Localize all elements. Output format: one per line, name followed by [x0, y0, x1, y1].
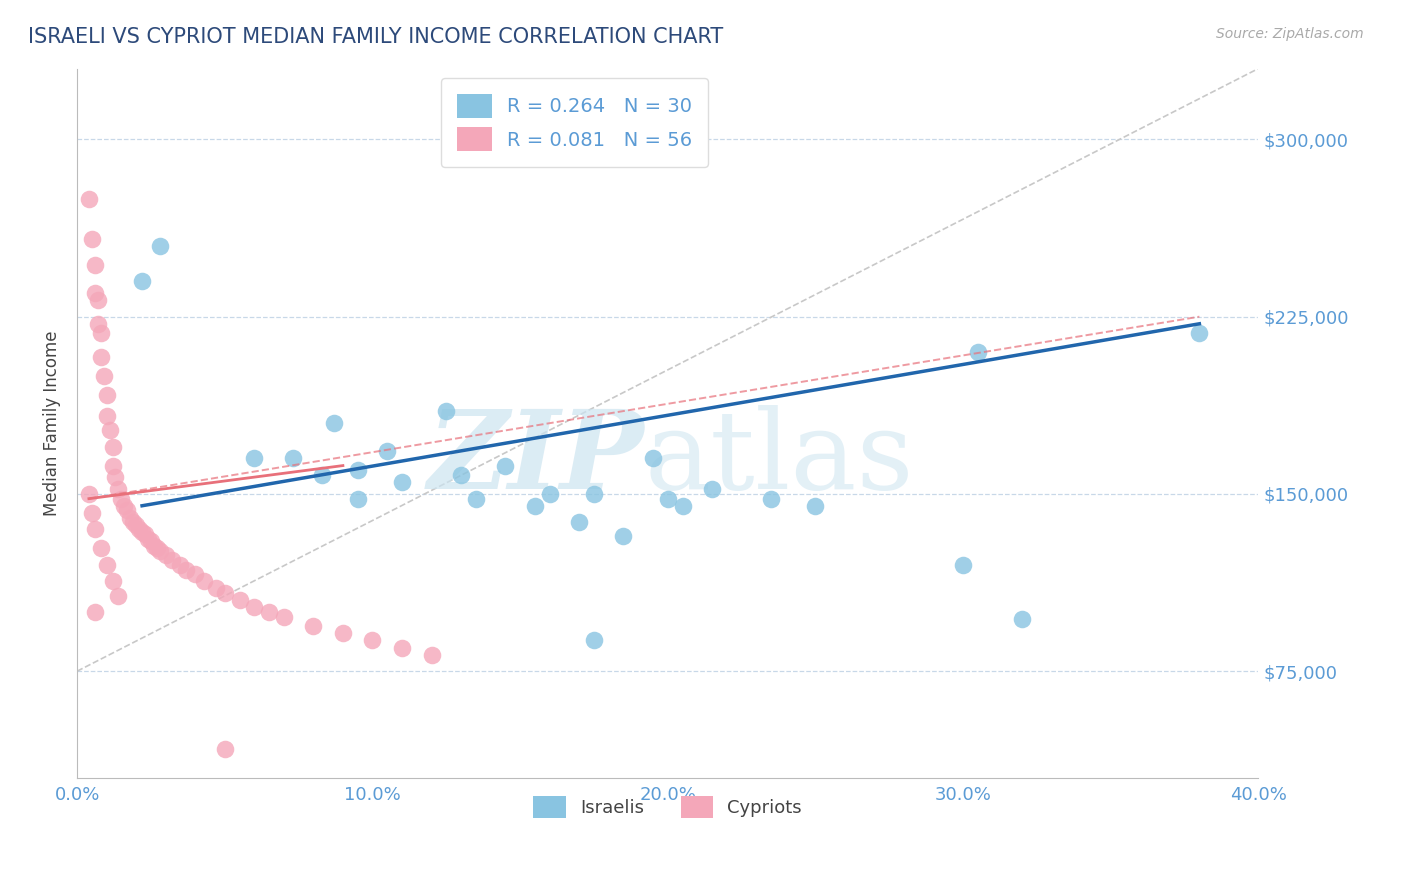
Point [128, 522, 150, 536]
Text: atlas: atlas [644, 405, 914, 512]
Point [1011, 612, 1033, 626]
Point [83, 605, 105, 619]
Point [131, 524, 153, 539]
Point [136, 532, 159, 546]
Point [87, 293, 110, 307]
Point [77, 192, 100, 206]
Point [523, 499, 546, 513]
Point [759, 491, 782, 506]
Point [464, 491, 486, 506]
Point [142, 539, 165, 553]
Point [582, 487, 605, 501]
Point [568, 516, 591, 530]
Point [228, 593, 250, 607]
Point [83, 286, 105, 301]
Point [80, 232, 103, 246]
Point [434, 404, 457, 418]
Point [77, 487, 100, 501]
Legend: Israelis, Cypriots: Israelis, Cypriots [526, 789, 810, 825]
Point [184, 567, 207, 582]
Point [160, 553, 183, 567]
Point [146, 541, 169, 556]
Point [149, 239, 172, 253]
Point [1188, 326, 1211, 341]
Point [700, 482, 723, 496]
Point [176, 563, 198, 577]
Point [96, 387, 118, 401]
Point [101, 574, 124, 589]
Point [214, 586, 236, 600]
Point [80, 506, 103, 520]
Point [538, 487, 561, 501]
Point [214, 742, 236, 756]
Point [149, 543, 172, 558]
Point [804, 499, 827, 513]
Point [96, 558, 118, 572]
Point [122, 516, 145, 530]
Point [671, 499, 693, 513]
Point [107, 589, 129, 603]
Point [243, 451, 266, 466]
Point [112, 499, 135, 513]
Point [582, 633, 605, 648]
Point [125, 517, 148, 532]
Point [273, 610, 295, 624]
Point [87, 317, 110, 331]
Point [98, 423, 121, 437]
Point [101, 440, 124, 454]
Point [657, 491, 679, 506]
Point [117, 503, 139, 517]
Text: ZIP: ZIP [427, 405, 644, 512]
Point [302, 619, 325, 633]
Text: Source: ZipAtlas.com: Source: ZipAtlas.com [1216, 27, 1364, 41]
Point [323, 416, 346, 430]
Point [494, 458, 516, 473]
Point [450, 468, 472, 483]
Point [134, 527, 156, 541]
Point [169, 558, 191, 572]
Point [90, 541, 112, 556]
Point [346, 463, 368, 477]
Point [93, 368, 115, 383]
Point [205, 582, 228, 596]
Point [193, 574, 215, 589]
Point [641, 451, 664, 466]
Point [90, 326, 112, 341]
Point [131, 274, 153, 288]
Point [391, 640, 413, 655]
Point [83, 522, 105, 536]
Point [243, 600, 266, 615]
Point [375, 444, 398, 458]
Text: ISRAELI VS CYPRIOT MEDIAN FAMILY INCOME CORRELATION CHART: ISRAELI VS CYPRIOT MEDIAN FAMILY INCOME … [28, 27, 723, 46]
Y-axis label: Median Family Income: Median Family Income [44, 330, 60, 516]
Point [952, 558, 974, 572]
Point [104, 470, 127, 484]
Point [83, 258, 105, 272]
Point [420, 648, 443, 662]
Point [155, 549, 177, 563]
Point [281, 451, 304, 466]
Point [967, 345, 990, 359]
Point [361, 633, 384, 648]
Point [101, 458, 124, 473]
Point [311, 468, 333, 483]
Point [332, 626, 354, 640]
Point [612, 529, 634, 543]
Point [346, 491, 368, 506]
Point [391, 475, 413, 490]
Point [107, 482, 129, 496]
Point [139, 534, 162, 549]
Point [120, 510, 142, 524]
Point [96, 409, 118, 423]
Point [90, 350, 112, 364]
Point [110, 491, 132, 506]
Point [257, 605, 280, 619]
